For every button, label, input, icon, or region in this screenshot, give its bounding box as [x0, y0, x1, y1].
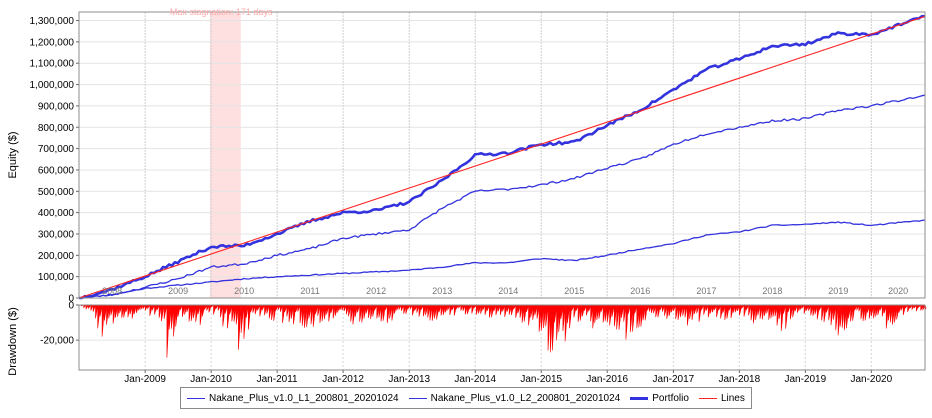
- legend-label: Nakane_Plus_v1.0_L1_200801_20201024: [209, 392, 399, 404]
- x-tick-label: Jan-2009: [124, 374, 166, 385]
- year-label: 2014: [498, 286, 518, 296]
- x-tick-label: Jan-2014: [454, 374, 496, 385]
- year-label: 2010: [234, 286, 254, 296]
- x-tick-label: Jan-2013: [388, 374, 430, 385]
- year-label: 2018: [762, 286, 782, 296]
- year-label: 2013: [432, 286, 452, 296]
- drawdown-y-tick-label: -20,000: [40, 336, 74, 347]
- equity-y-tick-label: 1,200,000: [30, 37, 75, 48]
- equity-y-tick-label: 1,300,000: [30, 16, 75, 27]
- equity-y-tick-label: 600,000: [38, 165, 75, 176]
- drawdown-area: [79, 303, 927, 358]
- stagnation-annotation: Max stagnation: 171 days: [170, 7, 273, 17]
- x-tick-label: Jan-2017: [653, 374, 695, 385]
- series-line-3: [78, 14, 926, 300]
- legend-item-4: Lines: [698, 392, 745, 404]
- equity-frame: [78, 11, 926, 299]
- equity-y-tick-label: 400,000: [38, 208, 75, 219]
- equity-y-tick-label: 800,000: [38, 123, 75, 134]
- equity-y-tick-label: 0: [68, 294, 74, 305]
- legend-swatch: [698, 397, 717, 399]
- drawdown-y-tick-label: 0: [68, 301, 74, 312]
- year-label: 2009: [168, 286, 188, 296]
- year-label: 2012: [366, 286, 386, 296]
- year-label: 2008: [102, 286, 122, 296]
- drawdown-frame: [78, 304, 926, 371]
- x-tick-label: Jan-2016: [586, 374, 628, 385]
- legend-label: Nakane_Plus_v1.0_L2_200801_20201024: [430, 392, 621, 404]
- equity-y-axis-label: Equity ($): [7, 131, 19, 178]
- legend-swatch: [630, 396, 649, 400]
- legend-swatch: [187, 397, 205, 399]
- equity-y-tick-label: 100,000: [38, 272, 75, 283]
- equity-y-tick-label: 500,000: [38, 187, 75, 198]
- equity-y-tick-label: 200,000: [38, 251, 75, 262]
- x-tick-label: Jan-2010: [190, 374, 232, 385]
- legend-item-1: Nakane_Plus_v1.0_L1_200801_20201024: [187, 393, 399, 404]
- x-tick-label: Jan-2018: [718, 374, 760, 385]
- x-tick-label: Jan-2019: [784, 374, 826, 385]
- series-line-4: [78, 15, 926, 299]
- drawdown-y-axis-label: Drawdown ($): [7, 307, 19, 375]
- legend-item-2: Nakane_Plus_v1.0_L2_200801_20201024: [408, 392, 621, 404]
- year-label: 2020: [888, 286, 908, 296]
- legend-label: Lines: [720, 392, 745, 404]
- year-label: 2019: [828, 286, 848, 296]
- year-label: 2015: [564, 286, 584, 296]
- equity-y-tick-label: 1,000,000: [30, 80, 75, 91]
- equity-y-tick-label: 700,000: [38, 144, 75, 155]
- legend-swatch: [408, 397, 427, 399]
- legend: Nakane_Plus_v1.0_L1_200801_20201024 Nakan…: [180, 387, 752, 409]
- x-tick-label: Jan-2012: [322, 374, 364, 385]
- x-tick-label: Jan-2015: [520, 374, 562, 385]
- x-tick-label: Jan-2020: [850, 374, 892, 385]
- series-line-2: [78, 94, 926, 299]
- stagnation-band: [209, 12, 241, 298]
- year-label: 2016: [630, 286, 650, 296]
- series-line-1: [79, 219, 926, 299]
- x-tick-label: Jan-2011: [257, 374, 298, 385]
- legend-item-3: Portfolio: [630, 393, 689, 404]
- drawdown-plot-area: [79, 305, 925, 370]
- year-label: 2011: [300, 286, 319, 296]
- year-label: 2017: [696, 286, 716, 296]
- equity-y-tick-label: 300,000: [38, 229, 75, 240]
- legend-label: Portfolio: [652, 392, 689, 404]
- equity-y-tick-label: 1,100,000: [30, 59, 75, 70]
- equity-y-tick-label: 900,000: [38, 101, 75, 112]
